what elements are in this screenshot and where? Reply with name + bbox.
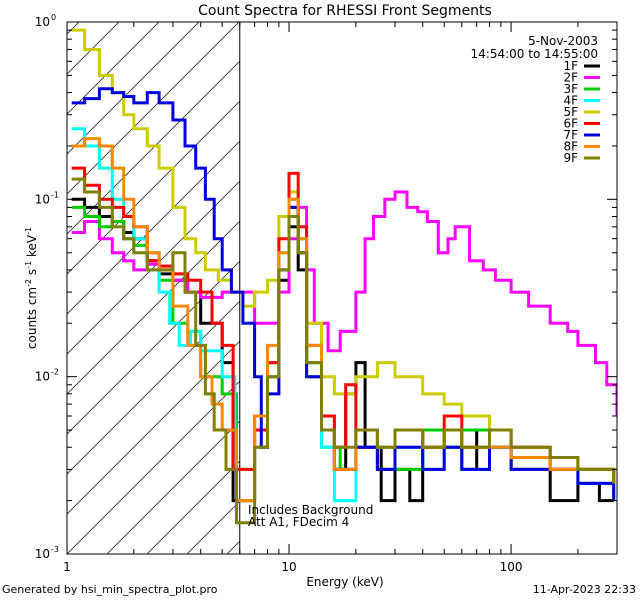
series-line-2F xyxy=(71,190,617,416)
y-tick-exponent: -1 xyxy=(51,190,59,199)
hatch-line xyxy=(67,260,240,435)
series-line-4F xyxy=(71,127,614,503)
hatch-line xyxy=(67,140,240,315)
hatch-line xyxy=(67,100,240,275)
hatch-line xyxy=(67,300,240,475)
x-tick-label: 1 xyxy=(63,560,71,574)
y-tick-exponent: -3 xyxy=(51,545,59,554)
y-axis-label: counts cm-2 s-1 keV-1 xyxy=(24,227,39,349)
footer-timestamp: 11-Apr-2023 22:33 xyxy=(533,583,636,596)
series-line-7F xyxy=(71,87,616,501)
legend-label: 4F xyxy=(563,94,578,108)
hatch-line xyxy=(67,180,240,355)
y-tick-exponent: -2 xyxy=(51,368,59,377)
background-note: Includes Background xyxy=(248,503,373,517)
time-range-label: 14:54:00 to 14:55:00 xyxy=(471,47,598,61)
hatch-line xyxy=(67,60,240,235)
y-tick-label: 10 xyxy=(35,370,50,384)
y-tick-label: 10 xyxy=(35,547,50,561)
hatch-line xyxy=(67,22,120,75)
legend-label: 5F xyxy=(563,105,578,119)
series-layer xyxy=(71,28,617,525)
y-tick-exponent: 0 xyxy=(51,13,56,22)
hatch-line xyxy=(67,22,200,155)
legend-label: 1F xyxy=(563,59,578,73)
series-line-5F xyxy=(71,28,616,484)
plot-frame xyxy=(66,21,618,555)
hatch-line xyxy=(67,340,240,515)
footer-generator: Generated by hsi_min_spectra_plot.pro xyxy=(2,583,218,596)
x-axis-label: Energy (keV) xyxy=(306,575,383,589)
y-tick-label: 10 xyxy=(35,192,50,206)
y-tick-label: 10 xyxy=(35,15,50,29)
hatch-line xyxy=(427,22,640,554)
x-tick-label: 100 xyxy=(500,560,523,574)
chart-title: Count Spectra for RHESSI Front Segments xyxy=(198,3,492,19)
attenuator-hatch-region xyxy=(67,22,640,554)
hatch-line xyxy=(67,380,240,554)
series-line-9F xyxy=(71,177,616,525)
x-tick-label: 10 xyxy=(281,560,296,574)
legend-label: 2F xyxy=(563,71,578,85)
hatch-line xyxy=(106,420,240,554)
hatch-line xyxy=(67,22,240,195)
series-line-1F xyxy=(71,197,614,503)
date-label: 5-Nov-2003 xyxy=(528,34,598,48)
legend-label: 6F xyxy=(563,117,578,131)
hatch-line xyxy=(67,22,160,115)
legend-label: 3F xyxy=(563,82,578,96)
legend-label: 7F xyxy=(563,128,578,142)
attenuator-note: Att A1, FDecim 4 xyxy=(248,515,349,529)
legend-label: 8F xyxy=(563,140,578,154)
series-line-6F xyxy=(71,166,616,484)
hatch-line xyxy=(387,22,640,554)
hatch-line xyxy=(67,220,240,395)
legend-label: 9F xyxy=(563,151,578,165)
